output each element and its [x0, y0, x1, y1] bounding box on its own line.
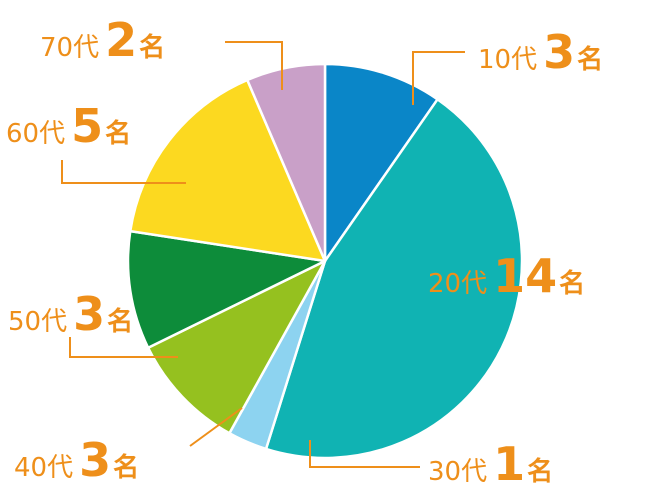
pie-slice: [246, 62, 327, 263]
slice-label: 40代 3名: [14, 433, 139, 487]
value-label: 3: [79, 433, 111, 487]
unit-label: 名: [105, 118, 131, 149]
slice-label: 70代 2名: [40, 13, 165, 67]
unit-label: 名: [107, 306, 133, 337]
value-label: 14: [493, 249, 557, 303]
category-label: 40代: [14, 453, 73, 483]
leader-line: [61, 160, 186, 184]
leader-line: [309, 440, 420, 468]
slice-label: 60代 5名: [6, 99, 131, 153]
category-label: 20代: [428, 269, 487, 299]
category-label: 50代: [8, 307, 67, 337]
unit-label: 名: [559, 268, 585, 299]
value-label: 1: [493, 437, 525, 491]
slice-label: 30代 1名: [428, 437, 553, 491]
leader-line: [69, 337, 178, 358]
pie-slice: [126, 229, 327, 350]
unit-label: 名: [139, 32, 165, 63]
slice-label: 10代 3名: [478, 25, 603, 79]
category-label: 60代: [6, 119, 65, 149]
slice-label: 50代 3名: [8, 287, 133, 341]
category-label: 70代: [40, 33, 99, 63]
pie-slice: [146, 259, 327, 435]
category-label: 30代: [428, 457, 487, 487]
pie-slice: [264, 98, 524, 460]
pie-slice: [323, 62, 439, 263]
leader-line: [412, 51, 465, 105]
unit-label: 名: [527, 456, 553, 487]
value-label: 2: [105, 13, 137, 67]
value-label: 3: [73, 287, 105, 341]
unit-label: 名: [577, 44, 603, 75]
pie-slice: [129, 78, 327, 263]
value-label: 3: [543, 25, 575, 79]
leader-line: [225, 41, 283, 90]
unit-label: 名: [113, 452, 139, 483]
category-label: 10代: [478, 45, 537, 75]
value-label: 5: [71, 99, 103, 153]
leader-line: [189, 407, 243, 447]
slice-label: 20代 14名: [428, 249, 585, 303]
